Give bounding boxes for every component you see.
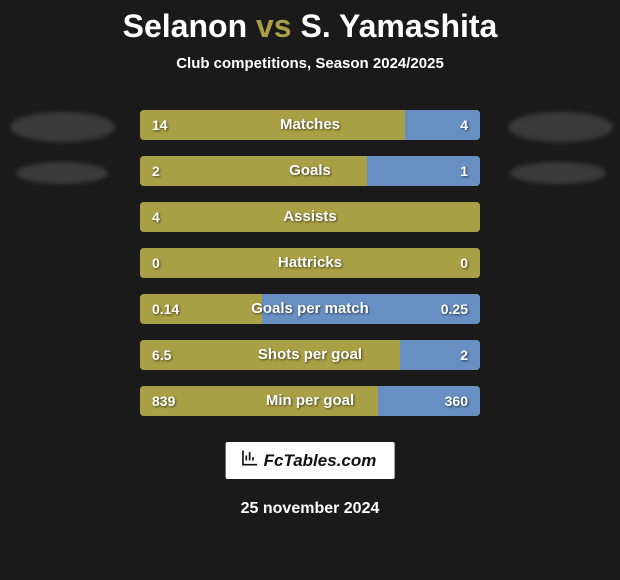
stat-bar-seg-player2 <box>378 386 480 416</box>
badge-shadow <box>508 112 613 142</box>
stat-bar: Assists4 <box>140 202 480 232</box>
stat-bar: Goals per match0.140.25 <box>140 294 480 324</box>
stat-bar-seg-player2 <box>405 110 480 140</box>
stat-bar: Matches144 <box>140 110 480 140</box>
brand-text: FcTables.com <box>264 451 377 471</box>
stat-bar-seg-player1 <box>140 248 480 278</box>
stat-bar-seg-player2 <box>367 156 480 186</box>
stat-bar-seg-player1 <box>140 156 367 186</box>
stat-bar-seg-player1 <box>140 110 405 140</box>
stat-bar-seg-player1 <box>140 340 400 370</box>
badge-shadow <box>16 162 108 184</box>
stat-bar-seg-player2 <box>262 294 480 324</box>
stat-bar-seg-player1 <box>140 386 378 416</box>
date-text: 25 november 2024 <box>0 500 620 518</box>
stat-bar-seg-player1 <box>140 294 262 324</box>
stat-bar: Shots per goal6.52 <box>140 340 480 370</box>
stat-bar: Hattricks00 <box>140 248 480 278</box>
stat-bar-seg-player1 <box>140 202 480 232</box>
stat-bar: Goals21 <box>140 156 480 186</box>
brand-badge: FcTables.com <box>226 442 395 479</box>
comparison-title: Selanon vs S. Yamashita <box>0 0 620 45</box>
player2-badge <box>502 110 618 226</box>
player1-name: Selanon <box>123 8 247 44</box>
badge-shadow <box>510 162 606 184</box>
chart-icon <box>240 448 260 473</box>
player1-badge <box>2 110 118 226</box>
comparison-chart: Matches144 Goals21 Assists4 Hattricks00 Goal… <box>0 110 620 430</box>
vs-text: vs <box>256 8 292 44</box>
player2-name: S. Yamashita <box>300 8 497 44</box>
stat-bar-seg-player2 <box>400 340 480 370</box>
stat-bar: Min per goal839360 <box>140 386 480 416</box>
stat-bars-container: Matches144 Goals21 Assists4 Hattricks00 Goal… <box>140 110 480 432</box>
badge-shadow <box>10 112 115 142</box>
subtitle: Club competitions, Season 2024/2025 <box>0 55 620 72</box>
